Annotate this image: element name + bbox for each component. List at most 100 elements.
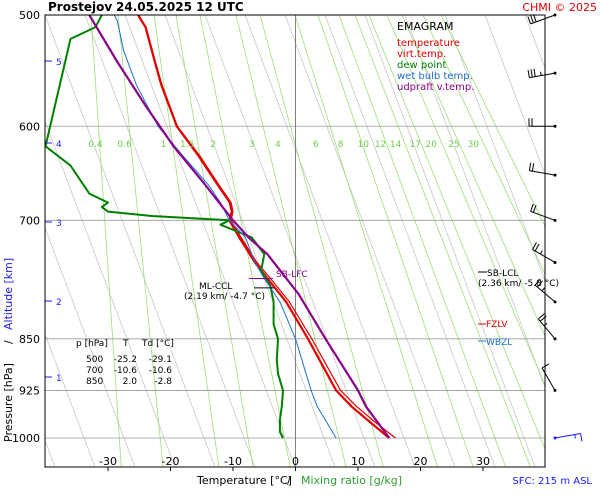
plot-frame <box>44 14 546 468</box>
temp-tick-label: -20 <box>162 455 180 468</box>
mixing-ratio-line <box>294 15 438 467</box>
altitude-tick-label: 5 <box>56 58 62 68</box>
altitude-tick-label: 1 <box>56 374 62 384</box>
wind-barb-half-feather <box>541 287 545 292</box>
datetime-title: 24.05.2025 12 UTC <box>116 0 244 14</box>
x-label-temp: Temperature [°C] <box>196 474 292 487</box>
mixing-ratio-line <box>317 15 474 467</box>
legend-virt-temp: virt.temp. <box>397 49 446 60</box>
wind-barb-origin <box>553 173 557 177</box>
dry-adiabat-line <box>244 15 416 467</box>
wind-barb-origin <box>553 300 557 304</box>
mixing-ratio-label: 14 <box>390 140 402 150</box>
dry-adiabat-line <box>324 15 496 467</box>
station-title: Prostejov <box>48 0 112 14</box>
sounding-table: p [hPa] T Td [°C] 500 -25.2 -29.1 700 -1… <box>76 339 174 387</box>
mixing-ratio-line <box>117 15 164 467</box>
mixing-ratio-label: 0.6 <box>117 140 132 150</box>
mixing-ratio-label: 3 <box>249 140 255 150</box>
mixing-ratio-label: 2 <box>210 140 216 150</box>
temp-tick-label: 30 <box>476 455 490 468</box>
legend-dew-point: dew point <box>397 60 446 71</box>
table-row-t: -10.6 <box>114 366 138 376</box>
wind-barb-staff <box>532 249 556 263</box>
y-label-sep: / <box>2 340 15 344</box>
wind-barb-half-feather <box>540 71 542 76</box>
y-label-pressure: Pressure [hPa] <box>2 363 15 442</box>
wind-barb-feather <box>536 280 543 288</box>
wind-barb-feather <box>532 242 537 250</box>
series-virt-temp-line <box>138 15 396 439</box>
mixing-ratio-label: 1 <box>161 140 167 150</box>
pressure-tick-label: 925 <box>19 384 40 397</box>
pressure-tick-label: 500 <box>19 9 40 22</box>
dry-adiabat-line <box>84 15 256 467</box>
sfc-label: SFC: 215 m ASL <box>512 476 592 487</box>
x-label-mixing: Mixing ratio [g/kg] <box>301 474 402 487</box>
wind-barb-feather <box>532 204 537 213</box>
temp-tick-label: 0 <box>292 455 299 468</box>
wind-barb-half-feather <box>539 250 543 255</box>
y-axis-title: Pressure [hPa] / Altitude [km] <box>2 258 15 442</box>
dry-adiabat-line <box>565 15 600 467</box>
wind-barb-staff <box>541 367 556 391</box>
wind-barb-feather <box>533 14 537 23</box>
mixing-ratio-line <box>401 15 545 338</box>
dry-adiabat-line <box>45 332 96 467</box>
mixing-ratio-line <box>175 15 254 467</box>
mixing-ratio-line <box>235 15 347 467</box>
ml-ccl-label: ML-CCL <box>199 282 232 292</box>
wind-barb-feather <box>531 163 535 172</box>
mixing-ratio-line <box>440 15 545 227</box>
wind-barb-feather <box>530 15 534 24</box>
mixing-ratio-line <box>386 15 545 386</box>
wind-barb-feather <box>539 315 547 322</box>
legend-updraft: udpraft v.temp. <box>397 82 474 93</box>
ml-ccl-detail: (2.19 km/ -4.7 °C) <box>184 292 265 302</box>
table-row-p: 850 <box>86 377 103 387</box>
table-row-t: 2.0 <box>123 377 138 387</box>
wind-barb-half-feather <box>543 322 548 327</box>
dry-adiabat-line <box>444 15 545 283</box>
mixing-ratio-label: 0.4 <box>88 140 103 150</box>
wind-barb-staff <box>530 14 556 25</box>
mixing-ratio-label: 30 <box>468 140 480 150</box>
dry-adiabat-line <box>45 120 176 467</box>
table-header-td: Td [°C] <box>141 339 174 349</box>
dry-adiabat-line <box>364 15 536 467</box>
table-header-p: p [hPa] <box>76 339 108 349</box>
wind-barb-staff <box>534 284 556 303</box>
legend-temperature: temperature <box>397 38 460 49</box>
legend-wet-bulb: wet bulb temp. <box>397 71 473 82</box>
mixing-ratio-label: 4 <box>275 140 281 150</box>
wind-barb-origin <box>553 337 557 341</box>
dry-adiabat-line <box>45 226 136 467</box>
dry-adiabat-line <box>164 15 336 467</box>
pressure-tick-label: 600 <box>19 120 40 133</box>
mixing-ratio-label: 12 <box>375 140 386 150</box>
grid-layer <box>45 15 600 467</box>
wind-barb-origin <box>553 71 557 75</box>
mixing-ratio-line <box>153 15 220 467</box>
wind-barb-origin <box>553 260 557 264</box>
mixing-ratio-label: 25 <box>448 140 459 150</box>
wind-barb-half-feather <box>574 434 576 439</box>
wind-barb-feather <box>528 162 532 171</box>
wind-barb-feather <box>534 243 540 252</box>
wind-barb-layer <box>527 13 583 442</box>
mixing-ratio-line <box>259 15 384 467</box>
wind-barb-staff <box>554 432 581 439</box>
dry-adiabat-line <box>484 15 545 176</box>
fzlv-label: FZLV <box>486 320 508 330</box>
legend-title: EMAGRAM <box>397 20 454 33</box>
sb-lcl-label: SB-LCL <box>487 269 518 279</box>
mixing-ratio-line <box>90 15 122 467</box>
wind-barb-feather <box>533 68 536 77</box>
altitude-tick-label: 2 <box>56 298 62 308</box>
table-row-td: -2.8 <box>154 377 172 387</box>
dry-adiabat-line <box>45 15 216 467</box>
table-row-t: -25.2 <box>114 355 137 365</box>
pressure-tick-label: 1000 <box>12 432 40 445</box>
